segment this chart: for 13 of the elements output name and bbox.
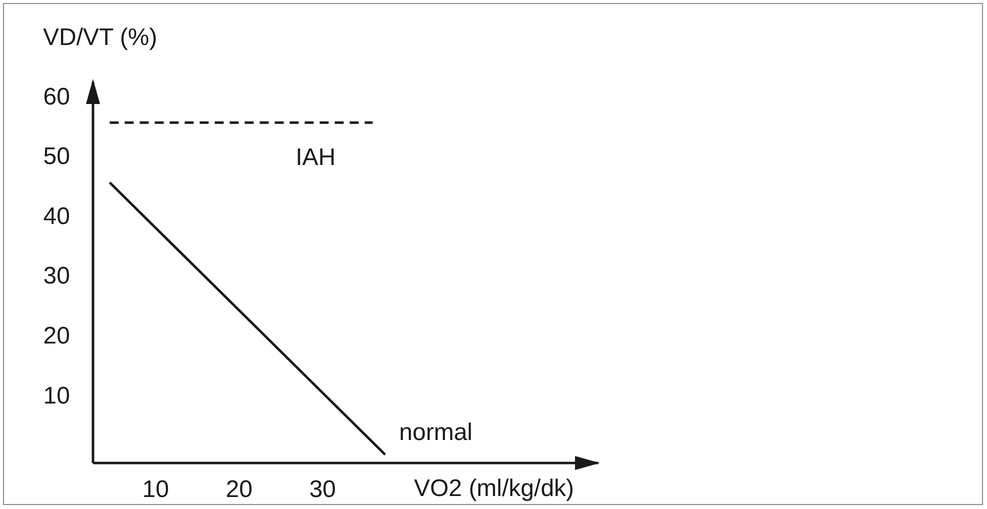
x-tick-label: 10 (142, 476, 169, 504)
y-tick-label: 50 (43, 143, 70, 170)
y-tick-label: 20 (43, 322, 70, 350)
y-axis-title: VD/VT (%) (43, 24, 158, 51)
series-label: normal (399, 419, 473, 446)
y-tick-label: 40 (43, 202, 70, 230)
x-tick-label: 30 (309, 476, 336, 504)
x-tick-label: 20 (226, 476, 252, 504)
x-axis-title: VO2 (ml/kg/dk) (414, 475, 574, 502)
y-tick-label: 10 (43, 382, 70, 410)
series-label: IAH (296, 144, 336, 172)
y-tick-label: 30 (43, 262, 70, 290)
y-tick-label: 60 (43, 83, 70, 110)
